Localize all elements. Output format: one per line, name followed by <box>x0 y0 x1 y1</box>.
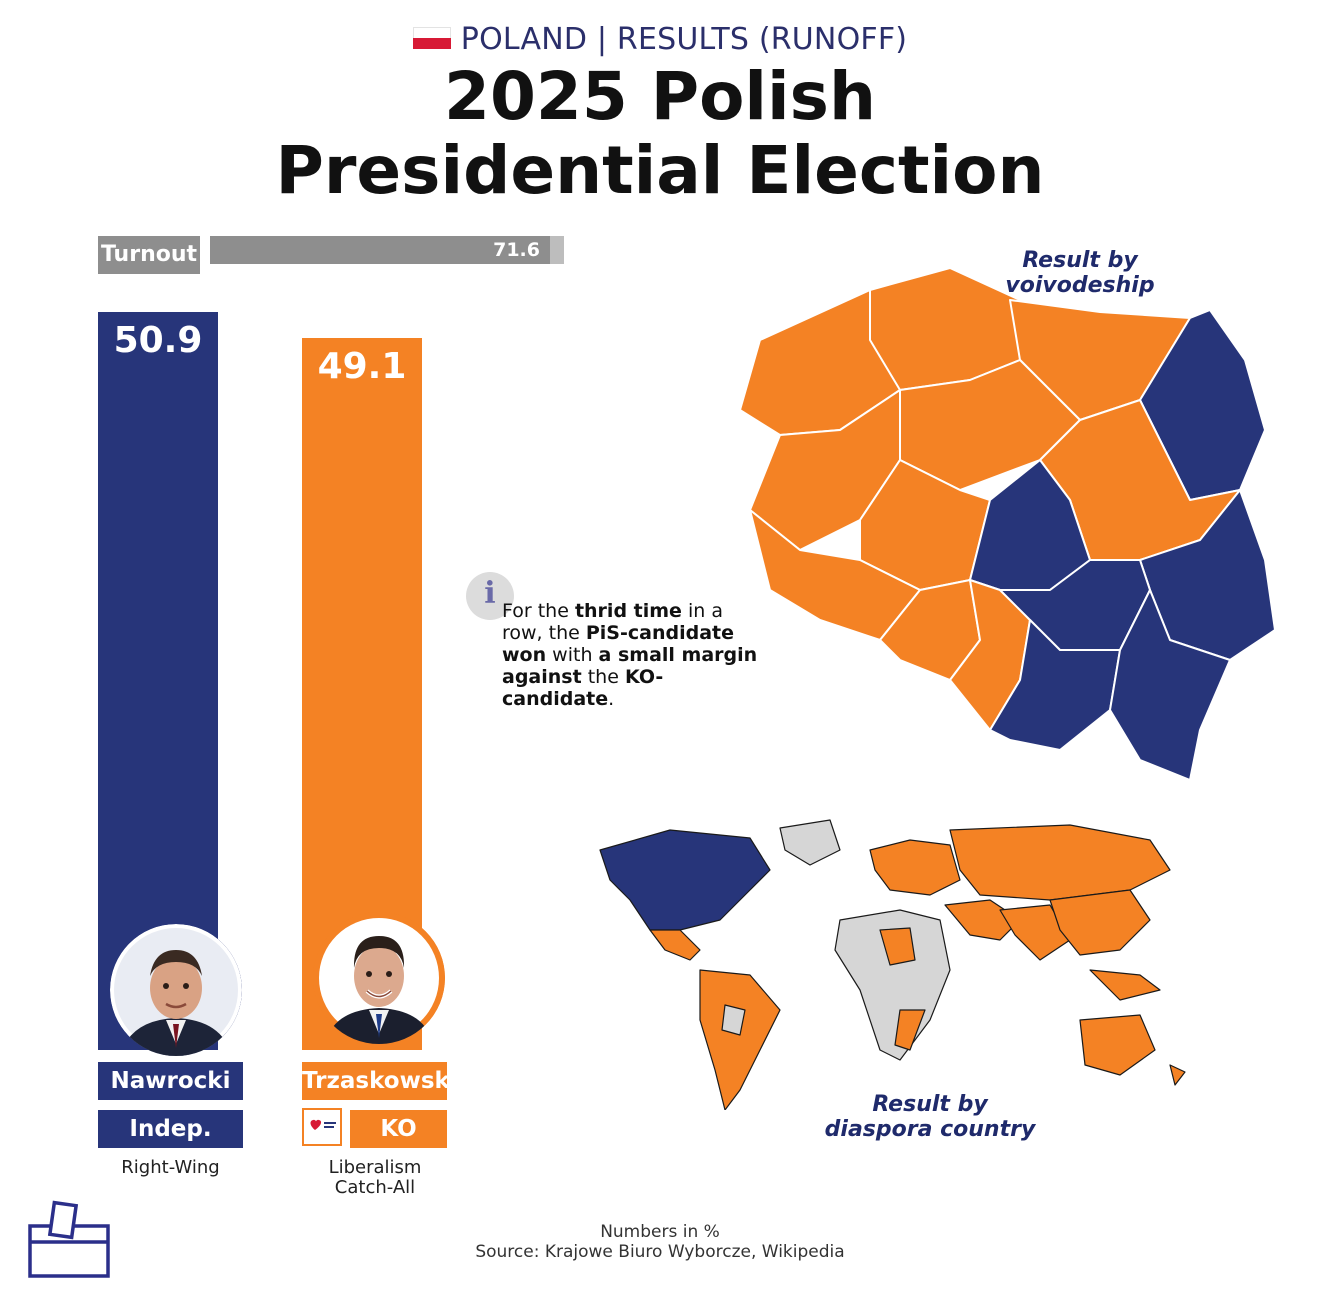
avatar-trzaskowski <box>313 912 445 1044</box>
region-lesser-poland <box>989 619 1121 751</box>
map-label-line: Result by <box>872 1092 988 1117</box>
region-russia <box>949 824 1171 901</box>
region-north-america <box>599 829 771 931</box>
title-line-1: 2025 Polish <box>444 58 876 135</box>
bar-value-nawrocki: 50.9 <box>113 320 203 361</box>
poland-flag-icon <box>412 26 451 49</box>
region-greenland <box>779 819 841 866</box>
page-title: 2025 Polish Presidential Election <box>0 60 1320 208</box>
ideology-trzaskowski: Liberalism Catch-All <box>290 1158 460 1198</box>
ideology-line: Right-Wing <box>121 1157 220 1178</box>
footer-source: Source: Krajowe Biuro Wyborcze, Wikipedi… <box>475 1242 845 1262</box>
region-south-america <box>699 969 781 1110</box>
region-new-zealand <box>1169 1064 1186 1086</box>
kicker: POLAND | RESULTS (RUNOFF) <box>0 22 1320 57</box>
diaspora-map-label: Result by diaspora country <box>820 1092 1040 1142</box>
avatar-nawrocki <box>110 924 242 1056</box>
region-east-asia <box>1049 889 1151 956</box>
region-australia <box>1079 1014 1156 1076</box>
map-label-line: diaspora country <box>824 1117 1036 1142</box>
map-label-line: voivodeship <box>1005 273 1155 298</box>
footer: Numbers in % Source: Krajowe Biuro Wybor… <box>0 1222 1320 1262</box>
voivodeship-map-label: Result by voivodeship <box>990 248 1170 298</box>
ideology-nawrocki: Right-Wing <box>88 1158 253 1178</box>
poland-voivodeship-map <box>739 267 1276 781</box>
region-sa-nodata <box>721 1004 746 1036</box>
region-subcarpathian <box>1109 589 1231 781</box>
turnout-label: Turnout <box>98 236 200 274</box>
kicker-text: POLAND | RESULTS (RUNOFF) <box>460 22 908 57</box>
ballot-box-icon <box>28 1200 110 1278</box>
ideology-line: Liberalism <box>328 1157 422 1178</box>
diaspora-world-map <box>599 819 1186 1110</box>
turnout-value: 71.6 <box>493 239 540 261</box>
region-southeast-asia <box>1089 969 1161 1001</box>
region-africa-b <box>894 1009 926 1051</box>
party-tag-trzaskowski: KO <box>350 1110 447 1148</box>
region-africa <box>834 909 951 1061</box>
ideology-line: Catch-All <box>334 1177 416 1198</box>
party-tag-nawrocki: Indep. <box>98 1110 243 1148</box>
name-tag-trzaskowski: Trzaskowski <box>302 1062 458 1100</box>
region-europe <box>869 839 961 896</box>
name-tag-nawrocki: Nawrocki <box>98 1062 243 1100</box>
ko-logo-icon <box>302 1108 342 1146</box>
turnout-bar <box>210 236 550 264</box>
title-line-2: Presidential Election <box>275 132 1045 209</box>
region-central-america <box>649 929 701 961</box>
region-africa-a <box>879 927 916 966</box>
map-label-line: Result by <box>1022 248 1138 273</box>
info-note: For the thrid time in a row, the PiS-can… <box>502 600 758 710</box>
footer-units: Numbers in % <box>600 1222 720 1242</box>
region-south-asia <box>999 904 1071 961</box>
bar-value-trzaskowski: 49.1 <box>317 346 407 387</box>
info-icon: i <box>466 572 514 620</box>
